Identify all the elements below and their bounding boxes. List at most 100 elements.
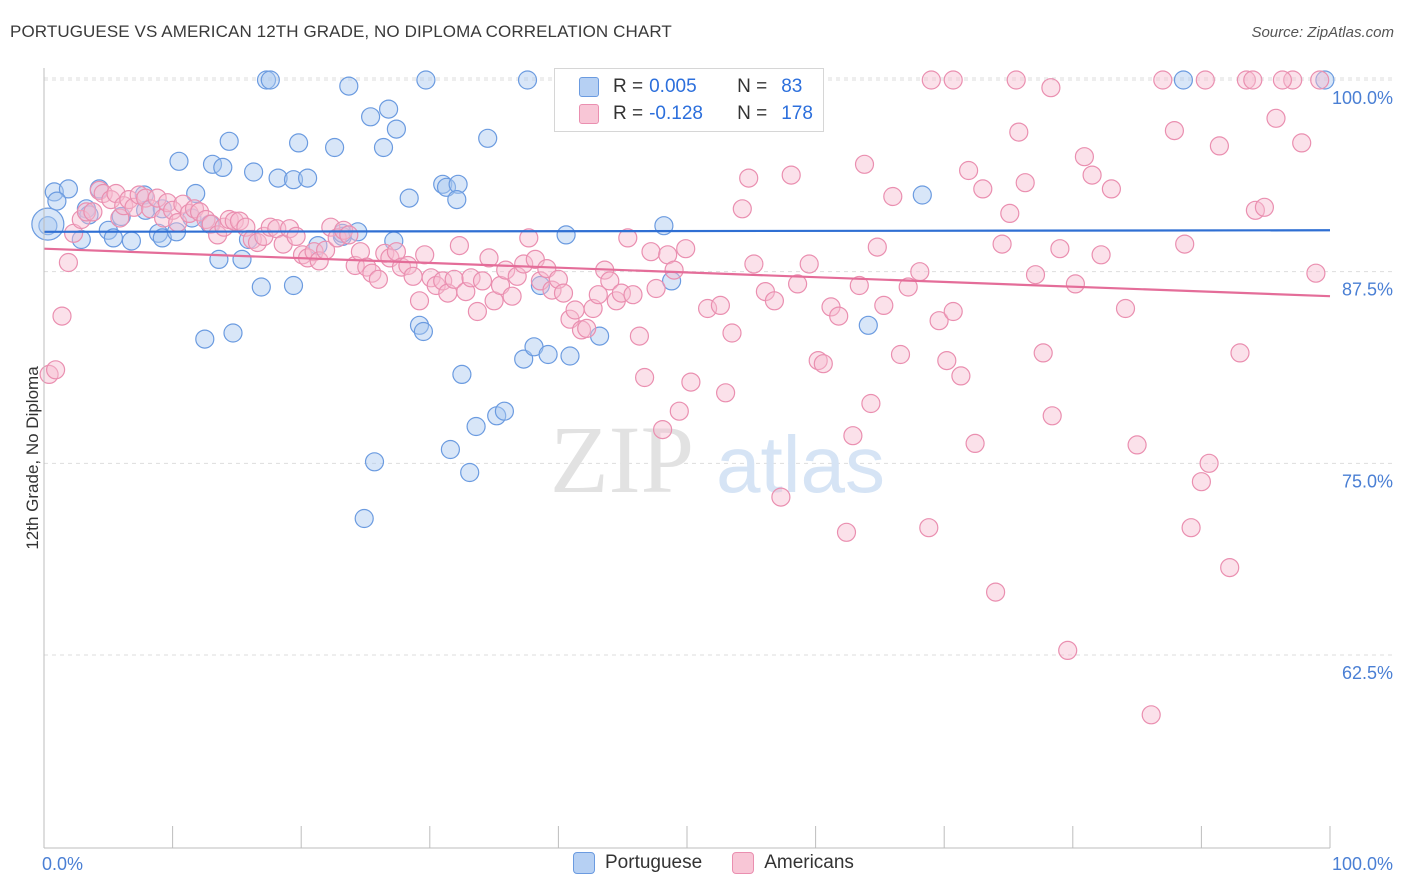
portuguese-point xyxy=(244,162,264,182)
americans-point xyxy=(409,291,430,311)
americans-point xyxy=(280,219,300,239)
americans-point xyxy=(577,318,597,338)
legend-swatch-pink xyxy=(579,104,599,124)
portuguese-point xyxy=(169,151,189,171)
americans-point xyxy=(874,295,894,315)
americans-point xyxy=(1127,435,1147,455)
portuguese-point xyxy=(560,346,580,366)
portuguese-point xyxy=(251,277,271,297)
portuguese-point xyxy=(436,177,457,197)
americans-point xyxy=(467,301,487,322)
americans-point xyxy=(652,420,673,440)
americans-point xyxy=(1272,70,1293,90)
portuguese-point xyxy=(31,207,65,241)
americans-point xyxy=(715,383,736,403)
americans-point xyxy=(781,165,801,185)
americans-point xyxy=(937,351,957,371)
portuguese-point xyxy=(121,231,141,251)
americans-point xyxy=(861,393,881,414)
americans-point xyxy=(1025,265,1046,285)
americans-point xyxy=(472,271,493,291)
americans-point xyxy=(854,154,875,174)
americans-point xyxy=(898,277,918,297)
legend-label-americans: Americans xyxy=(764,852,854,873)
americans-point xyxy=(45,360,66,380)
legend-row-portuguese: R = 0.005 N = 83 xyxy=(579,74,802,100)
portuguese-point xyxy=(452,364,472,384)
americans-point xyxy=(1058,640,1078,661)
americans-point xyxy=(190,202,210,222)
portuguese-point xyxy=(538,344,558,365)
americans-point xyxy=(163,200,183,220)
americans-point xyxy=(623,285,643,305)
portuguese-point xyxy=(1173,70,1194,90)
americans-point xyxy=(600,271,620,291)
americans-point xyxy=(147,188,167,208)
portuguese-point xyxy=(195,329,215,349)
portuguese-point xyxy=(386,119,406,139)
americans-point xyxy=(710,295,731,315)
portuguese-point xyxy=(364,452,385,472)
portuguese-point xyxy=(912,185,932,205)
americans-point xyxy=(1283,70,1303,90)
stats-legend: R = 0.005 N = 83 R = -0.128 N = 178 xyxy=(554,68,824,132)
legend-row-americans: R = -0.128 N = 178 xyxy=(579,101,813,127)
americans-point xyxy=(1254,197,1275,217)
portuguese-point xyxy=(858,315,878,335)
americans-point xyxy=(965,433,985,453)
americans-point xyxy=(1009,122,1029,142)
watermark-zip: ZIP xyxy=(550,406,694,513)
portuguese-point xyxy=(379,99,399,119)
americans-point xyxy=(1006,70,1026,90)
watermark: ZIP atlas xyxy=(550,406,885,513)
americans-point xyxy=(836,522,857,542)
americans-point xyxy=(787,274,808,294)
portuguese-point xyxy=(298,168,318,188)
americans-point xyxy=(722,323,742,343)
americans-point xyxy=(634,367,655,388)
americans-point xyxy=(444,269,464,289)
americans-point xyxy=(309,251,329,271)
americans-point xyxy=(992,234,1012,254)
axis-layer: 100.0% 87.5% 75.0% 62.5% xyxy=(43,68,1393,849)
americans-point xyxy=(357,257,377,277)
portuguese-point xyxy=(289,133,309,153)
americans-point xyxy=(910,262,930,282)
americans-point xyxy=(1074,147,1095,167)
americans-point xyxy=(136,188,156,208)
americans-point xyxy=(921,70,941,90)
legend-label-portuguese: Portuguese xyxy=(605,852,703,873)
legend-item-portuguese[interactable]: Portuguese xyxy=(573,852,702,874)
americans-point xyxy=(1181,518,1201,538)
americans-point xyxy=(1195,70,1215,90)
x-tick-label-right: 100.0% xyxy=(1332,854,1393,874)
americans-point xyxy=(929,311,949,331)
portuguese-point xyxy=(354,508,374,529)
portuguese-point xyxy=(58,179,79,199)
americans-point xyxy=(339,225,359,245)
americans-point xyxy=(829,306,849,326)
portuguese-point xyxy=(260,70,280,90)
portuguese-point xyxy=(373,137,394,158)
americans-point xyxy=(507,266,527,286)
portuguese-point xyxy=(460,462,480,483)
americans-point xyxy=(681,372,701,392)
americans-point xyxy=(1050,239,1070,259)
portuguese-point xyxy=(223,323,243,343)
legend-item-americans[interactable]: Americans xyxy=(732,852,854,874)
americans-point xyxy=(744,254,764,274)
portuguese-point xyxy=(361,107,381,127)
americans-point xyxy=(646,278,666,299)
portuguese-trend-line xyxy=(43,229,1331,233)
americans-point xyxy=(110,208,130,228)
y-tick-label: 100.0% xyxy=(1332,88,1393,108)
americans-point xyxy=(1175,234,1195,254)
legend-swatch-americans xyxy=(732,852,755,874)
americans-point xyxy=(141,199,161,219)
americans-point xyxy=(1000,203,1020,223)
legend-r-label: R = xyxy=(613,76,644,97)
portuguese-point xyxy=(152,228,172,248)
portuguese-point xyxy=(1315,70,1335,90)
y-tick-label: 62.5% xyxy=(1342,663,1393,683)
